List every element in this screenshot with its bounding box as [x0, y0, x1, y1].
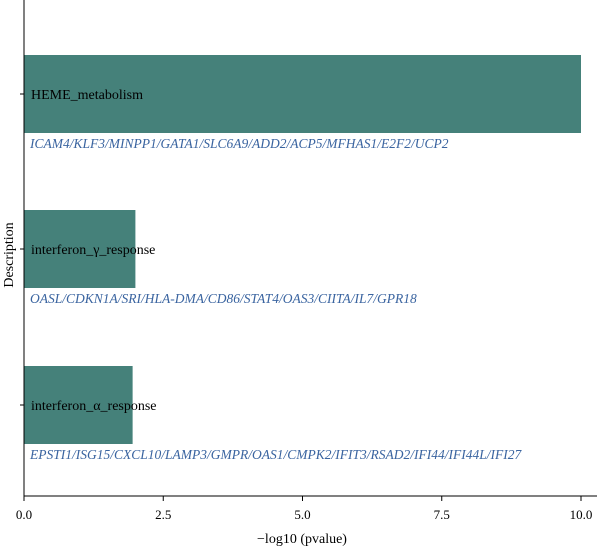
bars-group: [24, 55, 581, 444]
x-tick-label: 7.5: [434, 507, 450, 522]
bar-0: [24, 55, 581, 133]
x-ticks-group: 0.0 2.5 5.0 7.5 10.0: [16, 496, 593, 522]
labels-group: HEME_metabolism ICAM4/KLF3/MINPP1/GATA1/S…: [29, 88, 522, 462]
x-axis-label: −log10 (pvalue): [257, 532, 347, 547]
bar-category-label: interferon_γ_response: [31, 243, 155, 258]
bar-gene-list-label: ICAM4/KLF3/MINPP1/GATA1/SLC6A9/ADD2/ACP5…: [29, 136, 449, 151]
bar-category-label: HEME_metabolism: [31, 88, 143, 103]
bar-gene-list-label: OASL/CDKN1A/SRI/HLA-DMA/CD86/STAT4/OAS3/…: [30, 291, 417, 306]
bar-gene-list-label: EPSTI1/ISG15/CXCL10/LAMP3/GMPR/OAS1/CMPK…: [29, 447, 522, 462]
bar-2: [24, 366, 133, 444]
bar-1: [24, 210, 136, 288]
y-axis-label: Description: [2, 222, 17, 287]
x-tick-label: 5.0: [294, 507, 310, 522]
x-tick-label: 10.0: [570, 507, 593, 522]
x-tick-label: 2.5: [155, 507, 171, 522]
x-tick-label: 0.0: [16, 507, 32, 522]
bar-category-label: interferon_α_response: [31, 399, 157, 414]
y-ticks-group: [20, 93, 24, 406]
